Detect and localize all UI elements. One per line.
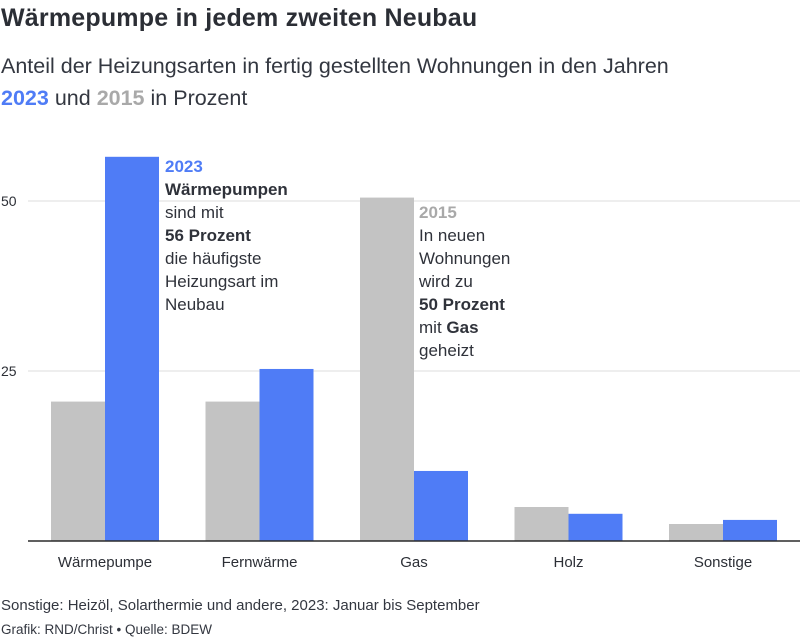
- bar-2023-0: [105, 156, 159, 542]
- annotation-2023-line1: Wärmepumpen: [165, 180, 288, 199]
- annotation-2023-line6: Neubau: [165, 295, 225, 314]
- annotation-2023-line3: 56 Prozent: [165, 226, 251, 245]
- bar-2023-2: [414, 470, 468, 541]
- bar-2023-1: [259, 368, 314, 541]
- annotation-2015-line5-bold: Gas: [446, 318, 479, 337]
- annotation-2023: 2023 Wärmepumpen sind mit 56 Prozent die…: [165, 155, 288, 316]
- bar-2023-3: [568, 513, 623, 541]
- subtitle-join: und: [54, 86, 91, 110]
- annotation-2015-line2: Wohnungen: [419, 249, 511, 268]
- subtitle-text: Anteil der Heizungsarten in fertig geste…: [1, 54, 669, 78]
- annotation-2023-year: 2023: [165, 157, 203, 176]
- chart-subtitle: Anteil der Heizungsarten in fertig geste…: [1, 50, 791, 114]
- bar-2015-0: [51, 401, 105, 541]
- bar-2023-4: [723, 519, 777, 541]
- annotation-2015-line1: In neuen: [419, 226, 486, 245]
- subtitle-year-2023: 2023: [1, 86, 49, 110]
- annotation-2023-line4: die häufigste: [165, 249, 262, 268]
- subtitle-year-2015: 2015: [96, 86, 145, 110]
- x-tick-label-3: Holz: [553, 554, 583, 571]
- bar-2015-4: [669, 524, 723, 541]
- x-tick-label-1: Fernwärme: [222, 554, 298, 571]
- annotation-2015-line3: wird zu: [419, 272, 473, 291]
- bar-2015-1: [205, 401, 260, 541]
- y-tick-label-50: 50: [1, 193, 17, 209]
- annotation-2015-line6: geheizt: [419, 341, 474, 360]
- bar-2015-3: [514, 507, 569, 541]
- y-tick-label-25: 25: [1, 363, 17, 379]
- bar-2015-2: [360, 197, 414, 541]
- x-tick-label-2: Gas: [400, 554, 428, 571]
- annotation-2015-line4: 50 Prozent: [419, 295, 505, 314]
- x-tick-label-4: Sonstige: [694, 554, 752, 571]
- chart-title: Wärmepumpe in jedem zweiten Neubau: [1, 4, 478, 32]
- annotation-2015-year: 2015: [419, 203, 457, 222]
- annotation-2015-line5-pre: mit: [419, 318, 442, 337]
- subtitle-suffix: in Prozent: [150, 86, 248, 110]
- footnote: Sonstige: Heizöl, Solarthermie und ander…: [1, 597, 480, 614]
- annotation-2015: 2015 In neuen Wohnungen wird zu 50 Proze…: [419, 201, 510, 362]
- annotation-2023-line2: sind mit: [165, 203, 224, 222]
- x-tick-label-0: Wärmepumpe: [58, 554, 152, 571]
- source-credit: Grafik: RND/Christ • Quelle: BDEW: [1, 622, 213, 637]
- annotation-2023-line5: Heizungsart im: [165, 272, 279, 291]
